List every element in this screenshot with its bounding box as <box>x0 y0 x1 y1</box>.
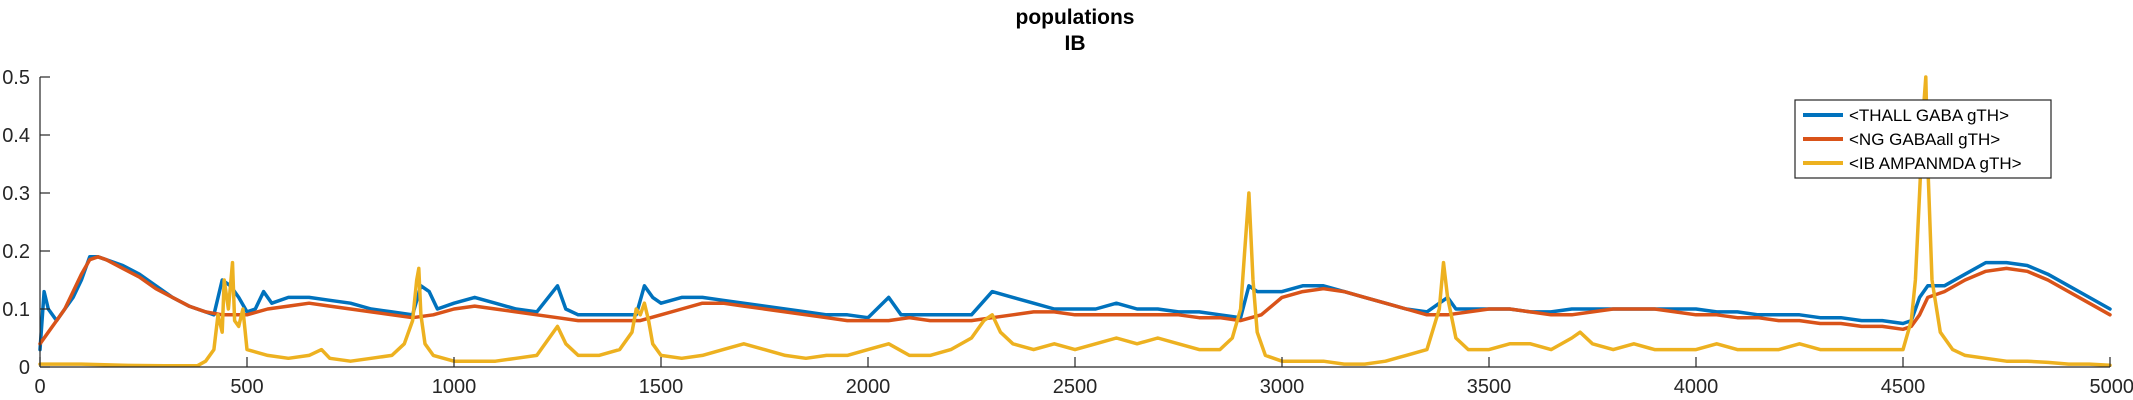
y-tick-label: 0.5 <box>2 67 30 89</box>
series-line-1 <box>38 255 2112 352</box>
x-tick-label: 2500 <box>1053 376 1098 398</box>
y-tick-label: 0.4 <box>2 125 30 147</box>
series-lines <box>38 75 2112 368</box>
y-tick-label: 0.3 <box>2 183 30 205</box>
x-tick-label: 2000 <box>846 376 891 398</box>
x-tick-label: 500 <box>230 376 263 398</box>
x-tick-label: 0 <box>34 376 45 398</box>
y-tick-label: 0 <box>19 357 30 379</box>
series-line-2 <box>38 255 2112 346</box>
title-line-1: populations <box>1016 6 1135 29</box>
x-tick-label: 1000 <box>432 376 477 398</box>
legend-label-3: <IB AMPANMDA gTH> <box>1849 154 2022 173</box>
series-line-3 <box>38 75 2112 368</box>
axes: 0 500 1000 1500 2000 2500 3000 3500 4000 4500 5000… <box>2 67 2133 398</box>
title-line-2: IB <box>1065 32 1086 55</box>
x-tick-label: 3500 <box>1467 376 1512 398</box>
x-tick-label: 4500 <box>1881 376 1926 398</box>
x-tick-label: 4000 <box>1674 376 1719 398</box>
legend-label-2: <NG GABAall gTH> <box>1849 130 2000 149</box>
y-tick-label: 0.2 <box>2 241 30 263</box>
legend-label-1: <THALL GABA gTH> <box>1849 106 2009 125</box>
legend: <THALL GABA gTH> <NG GABAall gTH> <IB AMPA… <box>1794 99 2052 179</box>
chart-title: populations IB <box>1016 6 1135 55</box>
x-tick-label: 1500 <box>639 376 684 398</box>
x-tick-label: 3000 <box>1260 376 1305 398</box>
y-tick-label: 0.1 <box>2 299 30 321</box>
x-tick-label: 5000 <box>2090 376 2133 398</box>
